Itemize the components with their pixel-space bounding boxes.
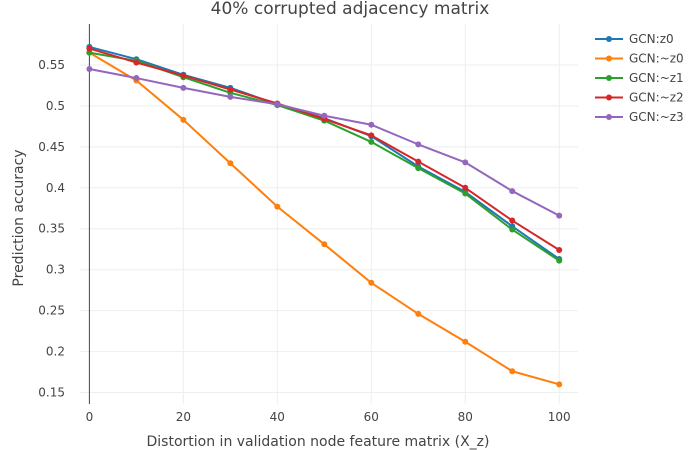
data-point (274, 203, 281, 210)
data-point (368, 138, 375, 145)
y-tick-label: 0.25 (38, 304, 65, 318)
data-point (368, 132, 375, 139)
data-point (556, 381, 563, 388)
x-tick-label: 80 (458, 410, 473, 424)
legend-item[interactable]: GCN:~z2 (595, 91, 684, 105)
data-point (509, 368, 516, 375)
data-point (462, 184, 469, 191)
y-tick-label: 0.35 (38, 222, 65, 236)
x-tick-label: 60 (364, 410, 379, 424)
series-4 (86, 45, 563, 254)
data-point (321, 112, 328, 119)
y-axis-title: Prediction accuracy (11, 149, 27, 286)
data-point (556, 257, 563, 264)
data-point (415, 141, 422, 148)
data-point (509, 217, 516, 224)
y-tick-label: 0.2 (46, 345, 65, 359)
legend-label: GCN:~z1 (629, 71, 684, 85)
data-point (415, 165, 422, 172)
x-tick-label: 100 (548, 410, 571, 424)
data-point (415, 310, 422, 317)
data-point (180, 116, 187, 123)
data-point (415, 158, 422, 165)
legend-swatch-marker (606, 55, 612, 62)
legend-item[interactable]: GCN:~z3 (595, 110, 684, 124)
legend-swatch-marker (606, 114, 612, 120)
series-lines (86, 43, 563, 388)
x-tick-label: 0 (86, 410, 94, 424)
legend[interactable]: GCN:z0 GCN:~z0 GCN:~z1 GCN:~z2 GCN:~z3 (595, 32, 684, 124)
data-point (133, 59, 140, 66)
legend-label: GCN:~z0 (629, 52, 684, 66)
series-line (88, 68, 561, 217)
data-point (509, 188, 516, 195)
legend-swatch-marker (606, 36, 612, 42)
series-2 (86, 49, 563, 388)
y-tick-label: 0.3 (46, 263, 65, 277)
x-axis-title: Distortion in validation node feature ma… (147, 434, 490, 450)
x-tick-label: 40 (270, 410, 285, 424)
x-tick-label: 20 (176, 410, 191, 424)
legend-label: GCN:z0 (629, 32, 674, 46)
legend-item[interactable]: GCN:~z1 (595, 71, 684, 85)
legend-item[interactable]: GCN:z0 (595, 32, 674, 46)
y-tick-label: 0.4 (46, 181, 65, 195)
legend-swatch-marker (606, 94, 612, 101)
legend-label: GCN:~z2 (629, 91, 684, 105)
y-tick-label: 0.45 (38, 140, 65, 154)
y-tick-label: 0.55 (38, 58, 65, 72)
data-point (556, 212, 563, 219)
data-point (368, 279, 375, 286)
data-point (462, 190, 469, 197)
series-line (88, 45, 561, 261)
data-point (368, 121, 375, 128)
legend-item[interactable]: GCN:~z0 (595, 52, 684, 66)
chart-title: 40% corrupted adjacency matrix (211, 0, 490, 19)
data-point (180, 72, 187, 79)
legend-swatch-marker (606, 75, 612, 81)
data-point (227, 160, 234, 167)
data-point (133, 75, 140, 82)
series-line (88, 47, 561, 252)
data-point (556, 247, 563, 254)
series-5 (86, 66, 563, 219)
y-tick-label: 0.5 (46, 99, 65, 113)
data-point (509, 226, 516, 233)
series-1 (86, 43, 563, 263)
data-point (321, 241, 328, 248)
data-point (227, 93, 234, 100)
series-line (88, 51, 561, 386)
data-point (274, 101, 281, 108)
legend-label: GCN:~z3 (629, 110, 684, 124)
data-point (462, 338, 469, 345)
y-tick-label: 0.15 (38, 386, 65, 400)
data-point (227, 86, 234, 93)
data-point (180, 84, 187, 91)
data-point (86, 66, 93, 73)
data-point (462, 159, 469, 166)
axes: 0.15 0.2 0.25 0.3 0.35 0.4 0.45 0.5 0.55 0 20 40 60 8… (38, 24, 571, 424)
data-point (86, 45, 93, 52)
